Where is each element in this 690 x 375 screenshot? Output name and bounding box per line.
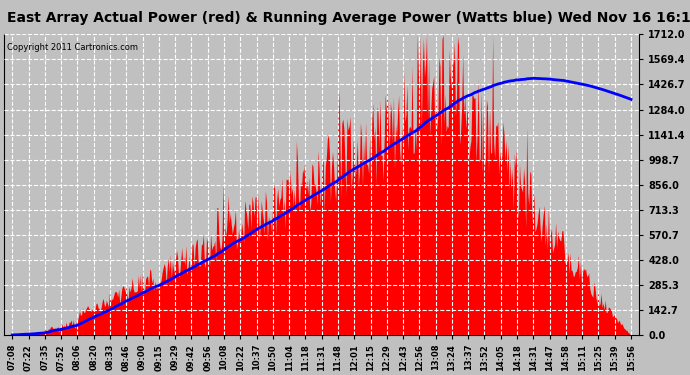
- Text: East Array Actual Power (red) & Running Average Power (Watts blue) Wed Nov 16 16: East Array Actual Power (red) & Running …: [7, 11, 690, 25]
- Text: Copyright 2011 Cartronics.com: Copyright 2011 Cartronics.com: [8, 44, 138, 52]
